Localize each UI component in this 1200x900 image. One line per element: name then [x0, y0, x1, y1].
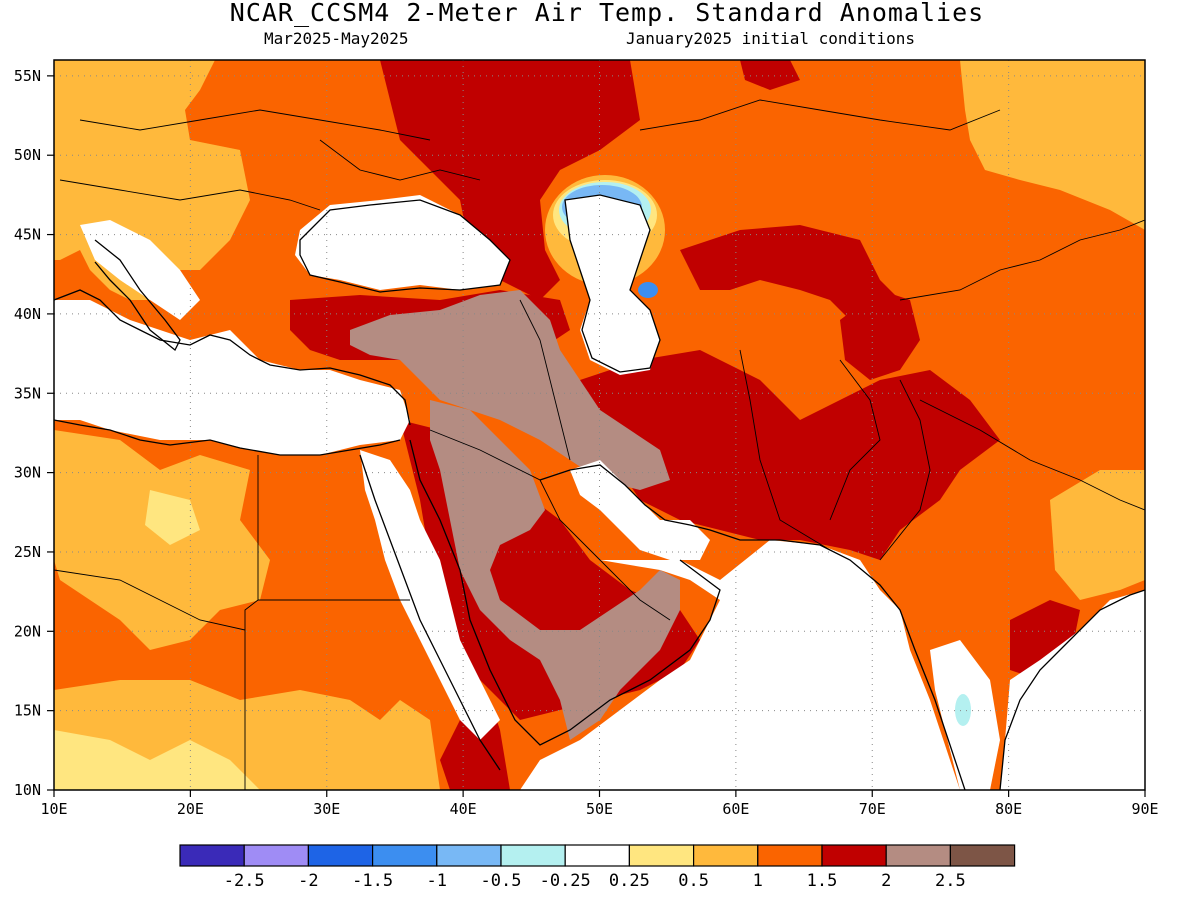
coastlines: [54, 194, 1145, 790]
lat-tick-label: 55N: [14, 67, 41, 85]
lon-tick-label: 70E: [859, 800, 886, 818]
colorbar-label: -0.25: [540, 871, 591, 891]
colorbar-label: -2: [298, 871, 318, 891]
border-ukraine: [319, 139, 481, 181]
colorbar-label: 1: [753, 871, 763, 891]
colorbar-swatch: [692, 844, 759, 867]
coast-red-sea-east: [409, 439, 721, 746]
lat-tick-label: 25N: [14, 543, 41, 561]
colorbar-swatch: [628, 844, 695, 867]
country-borders: [54, 99, 1145, 790]
coast-india-east: [999, 589, 1145, 790]
field-white-red-sea: [360, 450, 500, 740]
field-white-arabian-sea: [520, 540, 960, 790]
colorbar-label: 1.5: [807, 871, 838, 891]
colorbar-swatch: [500, 844, 566, 867]
coast-caspian: [564, 194, 661, 373]
colorbar-label: 0.5: [678, 871, 709, 891]
lat-tick-label: 45N: [14, 226, 41, 244]
colorbar-swatch: [243, 844, 309, 867]
field-india-cool-spot: [955, 694, 971, 726]
field-white-persian-gulf: [570, 460, 710, 560]
lat-tick-label: 40N: [14, 305, 41, 323]
lat-tick-label: 20N: [14, 622, 41, 640]
colorbar-swatch: [885, 844, 952, 867]
border-kazakh: [639, 99, 1001, 131]
field-red-russia: [380, 60, 640, 300]
coast-north-africa: [54, 419, 401, 456]
field-red-pakistan: [840, 290, 920, 380]
field-caspian-blue-spot: [638, 282, 658, 298]
field-yellow-north-africa: [145, 490, 200, 545]
border-saudi: [429, 429, 671, 621]
field-brown-arabia: [430, 400, 680, 740]
colorbar-label: -0.5: [481, 871, 522, 891]
border-china: [899, 219, 1145, 301]
border-europe-1: [79, 109, 431, 141]
field-white-caspian: [565, 195, 660, 375]
lon-tick-label: 10E: [40, 800, 67, 818]
coast-red-sea-west: [359, 454, 501, 771]
lat-tick-label: 10N: [14, 781, 41, 799]
colorbar-label: 2.5: [935, 871, 966, 891]
border-iran-iraq: [519, 299, 571, 461]
field-red-iran: [580, 350, 1000, 560]
lon-tick-label: 40E: [450, 800, 477, 818]
colorbar-label: 0.25: [609, 871, 650, 891]
colorbar-swatch: [436, 844, 502, 867]
initial-conditions: January2025 initial conditions: [626, 29, 915, 48]
longitude-axis: 10E 20E 30E 40E 50E 60E 70E 80E 90E: [40, 790, 1159, 818]
field-red-kazakhstan: [740, 60, 800, 90]
map-title: NCAR_CCSM4 2-Meter Air Temp. Standard An…: [229, 0, 985, 27]
forecast-period: Mar2025-May2025: [264, 29, 409, 48]
field-white-med: [54, 300, 410, 455]
colorbar: -2.5 -2 -1.5 -1 -0.5 -0.25 0.25 0.5 1 1.5 2 2.5: [179, 844, 1016, 891]
colorbar-label: -1: [427, 871, 447, 891]
field-white-alps: [80, 220, 200, 320]
lon-tick-label: 60E: [722, 800, 749, 818]
colorbar-swatch: [307, 844, 374, 867]
lon-tick-label: 30E: [313, 800, 340, 818]
coast-persian-gulf: [539, 464, 966, 790]
lat-tick-label: 30N: [14, 464, 41, 482]
coast-mediterranean-north: [54, 289, 411, 426]
colorbar-label: -1.5: [352, 871, 393, 891]
colorbar-swatch: [564, 844, 631, 867]
field-light-orange-north-africa: [54, 430, 270, 650]
coast-black-sea: [299, 199, 511, 293]
border-chad: [54, 569, 246, 631]
border-himalaya: [919, 399, 1145, 511]
border-iran-afghan: [739, 349, 831, 551]
lon-tick-label: 90E: [1131, 800, 1158, 818]
field-red-central-asia: [680, 225, 900, 330]
border-libya-egypt: [244, 455, 259, 790]
border-afghan-pak: [829, 359, 881, 521]
lat-tick-label: 50N: [14, 146, 41, 164]
latitude-axis: 10N 15N 20N 25N 30N 35N 40N 45N 50N 55N: [14, 67, 54, 799]
field-yellow-sahel: [54, 730, 260, 790]
border-europe-2: [59, 179, 321, 211]
field-light-orange-east: [1050, 470, 1145, 600]
colorbar-label: -2.5: [224, 871, 265, 891]
border-india-pak: [879, 379, 931, 561]
lat-tick-label: 35N: [14, 384, 41, 402]
colorbar-swatch: [179, 844, 245, 867]
colorbar-swatch: [949, 844, 1016, 867]
colorbar-swatch: [757, 844, 823, 867]
colorbar-swatch: [372, 844, 438, 867]
field-light-orange-siberia: [960, 60, 1145, 230]
colorbar-label: 2: [881, 871, 891, 891]
lon-tick-label: 20E: [177, 800, 204, 818]
field-white-black-sea: [295, 195, 510, 290]
lon-tick-label: 50E: [586, 800, 613, 818]
lat-tick-label: 15N: [14, 702, 41, 720]
anomaly-field: [54, 60, 1145, 790]
field-brown-turkey-iraq: [350, 290, 670, 490]
colorbar-swatch: [821, 844, 887, 867]
lon-tick-label: 80E: [995, 800, 1022, 818]
field-white-bay-of-bengal: [1000, 590, 1145, 790]
coast-italy: [94, 239, 181, 352]
